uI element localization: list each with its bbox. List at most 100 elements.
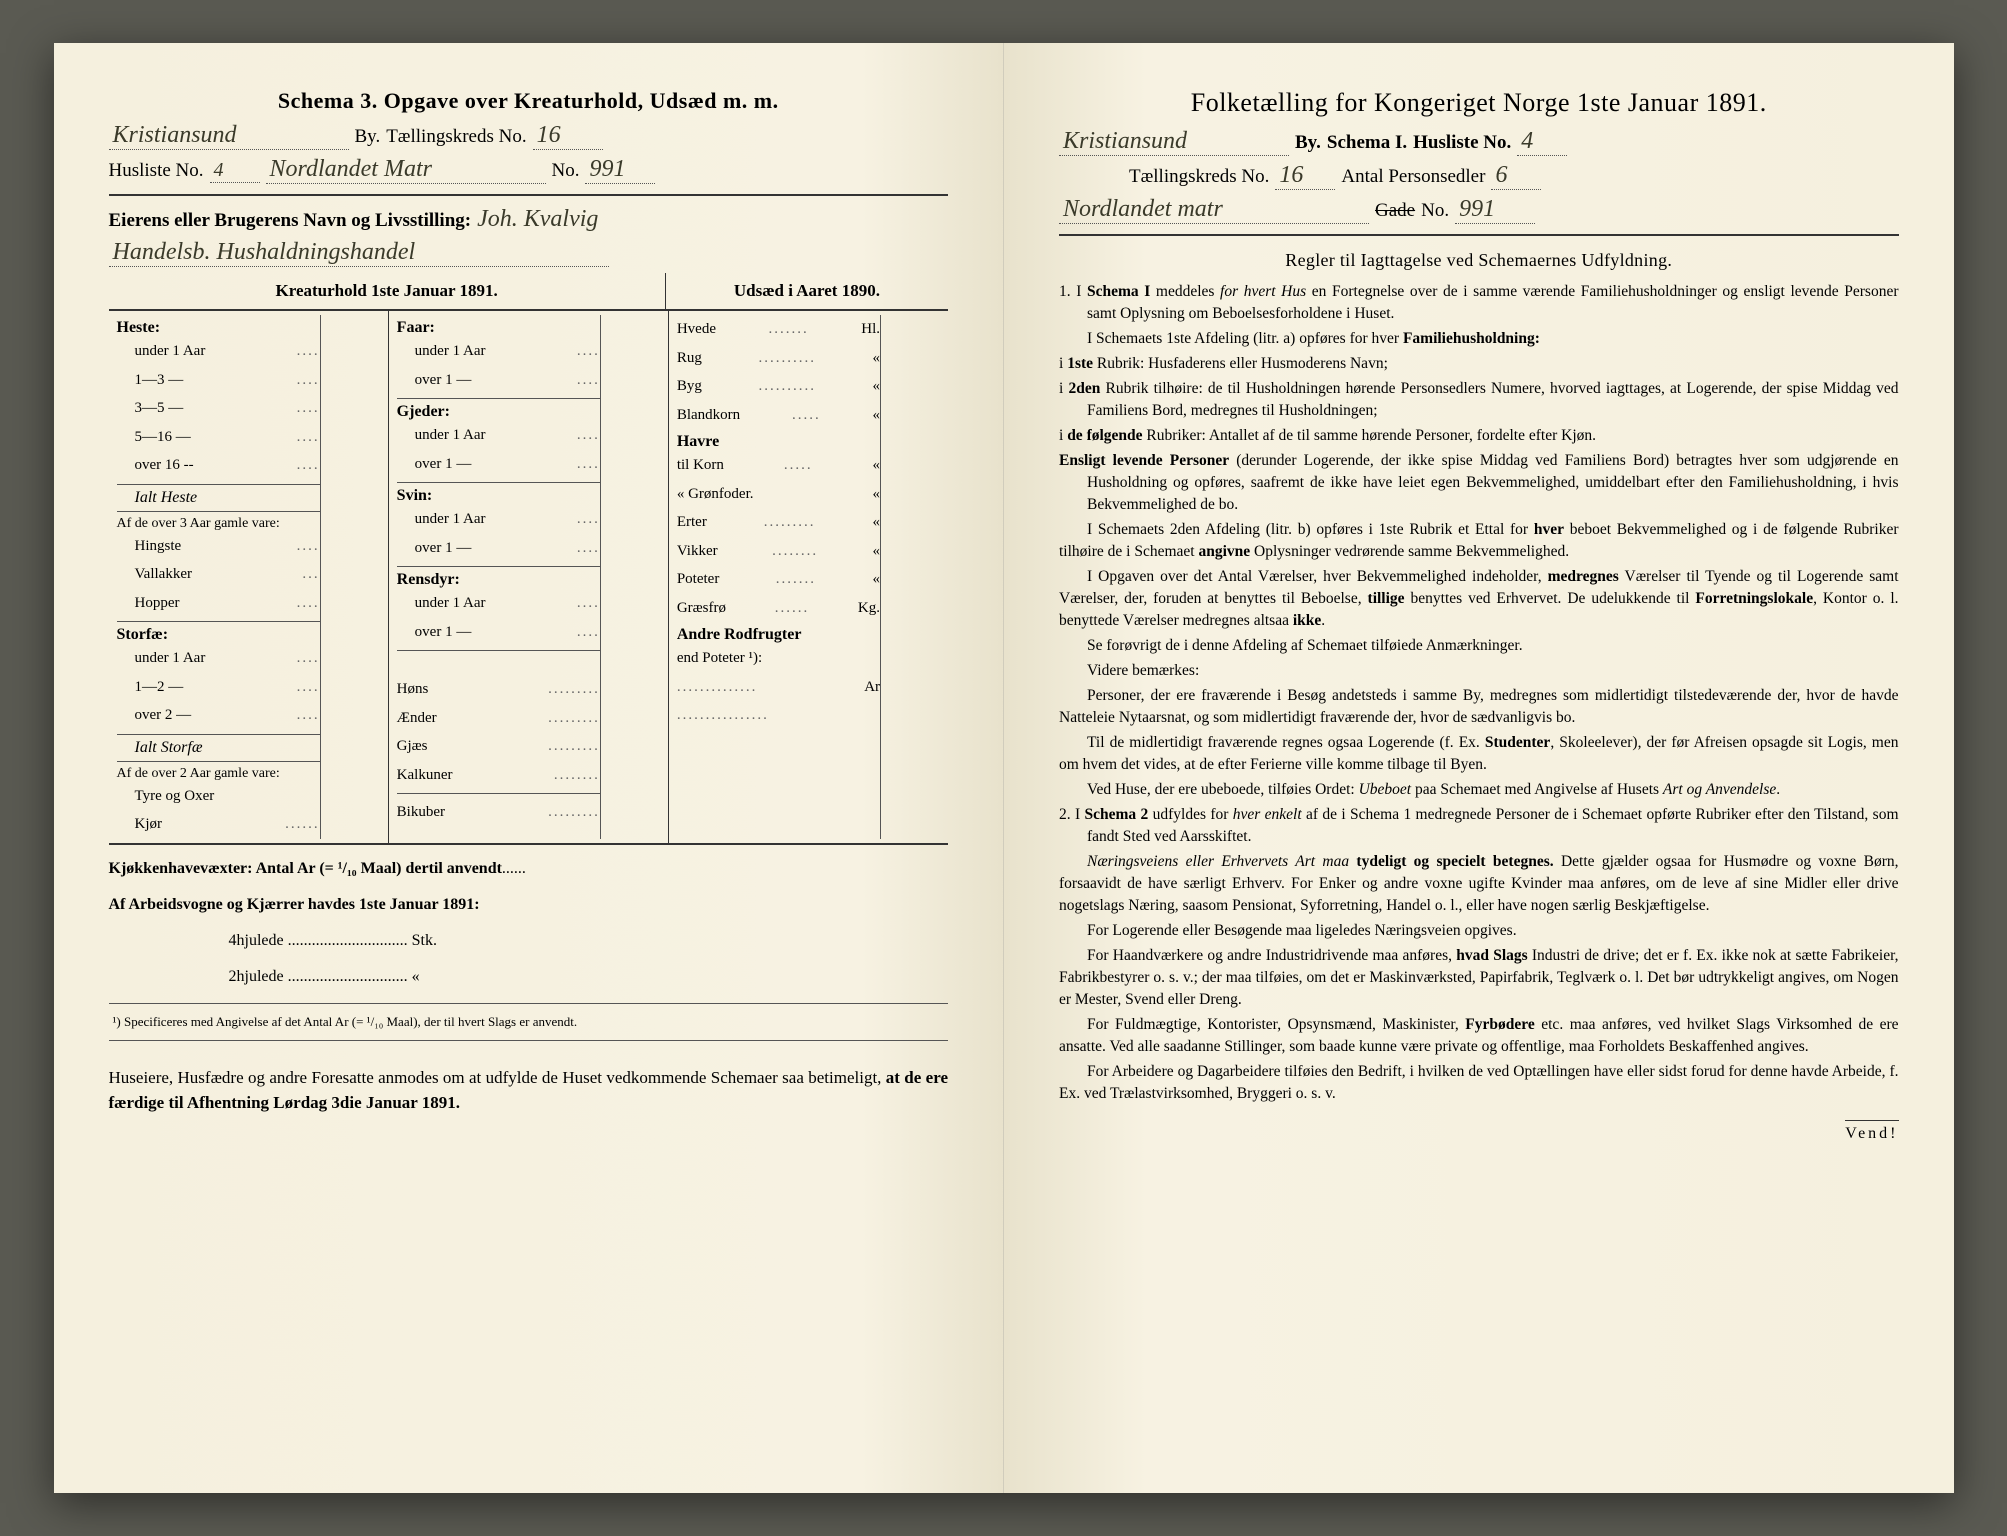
havre-title: Havre [677, 433, 880, 451]
item-row: 1—3 —.... [117, 366, 320, 395]
vend-label: Vend! [1845, 1120, 1898, 1143]
rule-para: i de følgende Rubriker: Antallet af de t… [1059, 425, 1899, 447]
rule-para: For Haandværkere og andre Industridriven… [1059, 945, 1899, 1011]
kjokken-line: Kjøkkenhavevæxter: Antal Ar (= ¹/₁₀ Maal… [109, 857, 949, 881]
item-row: Kjør...... [117, 810, 320, 839]
item-row: end Poteter ¹): [677, 644, 880, 673]
item-row: Poteter.......« [677, 565, 880, 594]
twowheel-line: 2hjulede .............................. … [109, 965, 949, 989]
owner-hand2: Handelsb. Hushaldningshandel [109, 239, 609, 267]
item-row: over 2 —.... [117, 701, 320, 730]
r-husliste-hand: 4 [1517, 128, 1567, 156]
item-row: Blandkorn.....« [677, 401, 880, 430]
r-antal-hand: 6 [1491, 162, 1541, 190]
item-row: over 1 —.... [397, 618, 600, 647]
fourwheel-line: 4hjulede .............................. … [109, 929, 949, 953]
item-row: Græsfrø......Kg. [677, 594, 880, 623]
rule-para: Til de midlertidigt fraværende regnes og… [1059, 732, 1899, 776]
left-page: Schema 3. Opgave over Kreaturhold, Udsæd… [54, 43, 1005, 1493]
owner-hand1: Joh. Kvalvig [477, 206, 598, 233]
r-city-hand: Kristiansund [1059, 128, 1289, 156]
gade-hand: 991 [585, 156, 655, 184]
rules-body: 1. I Schema I meddeles for hvert Hus en … [1059, 281, 1899, 1105]
taelling-label: Tællingskreds No. [386, 126, 526, 148]
right-page: Folketælling for Kongeriget Norge 1ste J… [1004, 43, 1954, 1493]
rule-para: i 1ste Rubrik: Husfaderens eller Husmode… [1059, 353, 1899, 375]
r-schema-label: Schema I. [1327, 132, 1407, 154]
item-row: « Grønfoder.« [677, 480, 880, 509]
r-street-hand: Nordlandet matr [1059, 196, 1369, 224]
book-spread: Schema 3. Opgave over Kreaturhold, Udsæd… [54, 43, 1954, 1493]
col-a-labels: Heste: under 1 Aar.... 1—3 —.... 3—5 —..… [117, 315, 320, 839]
census-title: Folketælling for Kongeriget Norge 1ste J… [1059, 88, 1899, 118]
husliste-label: Husliste No. [109, 160, 204, 182]
rule-para: For Fuldmægtige, Kontorister, Opsynsmænd… [1059, 1014, 1899, 1058]
husliste-line: Husliste No. 4 Nordlandet Matr No. 991 [109, 156, 949, 184]
rodfrugt-title: Andre Rodfrugter [677, 626, 880, 644]
item-row: 5—16 —.... [117, 423, 320, 452]
item-row: Rug..........« [677, 344, 880, 373]
heste-title: Heste: [117, 319, 320, 337]
item-row: Ænder......... [397, 704, 600, 733]
item-row: til Korn.....« [677, 451, 880, 480]
rule-para: Ensligt levende Personer (derunder Loger… [1059, 450, 1899, 516]
rule-para: 2. I Schema 2 udfyldes for hver enkelt a… [1059, 804, 1899, 848]
rule-para: I Schemaets 2den Afdeling (litr. b) opfø… [1059, 519, 1899, 563]
item-row: under 1 Aar.... [117, 644, 320, 673]
rule-para: I Schemaets 1ste Afdeling (litr. a) opfø… [1059, 328, 1899, 350]
r-taelling-hand: 16 [1275, 162, 1335, 190]
heste-over3: Af de over 3 Aar gamle vare: [117, 516, 320, 532]
item-row: Bikuber......... [397, 798, 600, 827]
rensdyr-title: Rensdyr: [397, 571, 600, 589]
udsaed-header: Udsæd i Aaret 1890. [666, 273, 948, 309]
col-b: Faar: under 1 Aar.... over 1 —.... Gjede… [389, 311, 669, 843]
item-row: under 1 Aar.... [397, 337, 600, 366]
owner-label: Eierens eller Brugerens Navn og Livsstil… [109, 210, 472, 232]
svin-title: Svin: [397, 487, 600, 505]
r-gade-label: Gade [1375, 200, 1415, 222]
r-taelling-line: Tællingskreds No. 16 Antal Personsedler … [1059, 162, 1899, 190]
item-row: Hvede.......Hl. [677, 315, 880, 344]
item-row: 1—2 —.... [117, 673, 320, 702]
rule-para: For Arbeidere og Dagarbeidere tilføies d… [1059, 1061, 1899, 1105]
item-row: ..............Ar [677, 673, 880, 702]
item-row: Vikker........« [677, 537, 880, 566]
item-row: Erter.........« [677, 508, 880, 537]
faar-title: Faar: [397, 319, 600, 337]
regler-head: Regler til Iagttagelse ved Schemaernes U… [1059, 250, 1899, 271]
storfae-total: Ialt Storfæ [117, 739, 320, 757]
col-c-values [880, 315, 940, 839]
item-row: 3—5 —.... [117, 394, 320, 423]
gade-label: No. [552, 160, 580, 182]
footnote: ¹) Specificeres med Angivelse af det Ant… [109, 1014, 949, 1030]
heste-total: Ialt Heste [117, 489, 320, 507]
arbeidsvogne-line: Af Arbeidsvogne og Kjærrer havdes 1ste J… [109, 893, 949, 917]
owner-line: Eierens eller Brugerens Navn og Livsstil… [109, 206, 949, 233]
col-b-labels: Faar: under 1 Aar.... over 1 —.... Gjede… [397, 315, 600, 839]
item-row: Vallakker... [117, 560, 320, 589]
r-by-label: By. [1295, 132, 1321, 154]
item-row: Tyre og Oxer [117, 782, 320, 811]
street-hand: Nordlandet Matr [266, 156, 546, 184]
gjeder-title: Gjeder: [397, 403, 600, 421]
item-row: over 1 —.... [397, 450, 600, 479]
taelling-hand: 16 [533, 122, 603, 150]
col-c-labels: Hvede.......Hl. Rug..........« Byg......… [677, 315, 880, 839]
r-city-line: Kristiansund By. Schema I. Husliste No. … [1059, 128, 1899, 156]
rule-para: I Opgaven over det Antal Værelser, hver … [1059, 566, 1899, 632]
r-husliste-label: Husliste No. [1413, 132, 1511, 154]
rule-para: Ved Huse, der ere ubeboede, tilføies Ord… [1059, 779, 1899, 801]
city-line: Kristiansund By. Tællingskreds No. 16 [109, 122, 949, 150]
owner-line2: Handelsb. Hushaldningshandel [109, 239, 949, 267]
item-row: under 1 Aar.... [397, 589, 600, 618]
storfae-over2: Af de over 2 Aar gamle vare: [117, 766, 320, 782]
item-row: ................ [677, 701, 880, 730]
item-row: Hingste.... [117, 532, 320, 561]
item-row: Høns......... [397, 675, 600, 704]
main-table: Heste: under 1 Aar.... 1—3 —.... 3—5 —..… [109, 311, 949, 845]
by-label: By. [355, 126, 381, 148]
kreatur-header: Kreaturhold 1ste Januar 1891. [109, 273, 666, 309]
col-a: Heste: under 1 Aar.... 1—3 —.... 3—5 —..… [109, 311, 389, 843]
rule-para: Videre bemærkes: [1059, 660, 1899, 682]
r-antal-label: Antal Personsedler [1341, 166, 1485, 188]
